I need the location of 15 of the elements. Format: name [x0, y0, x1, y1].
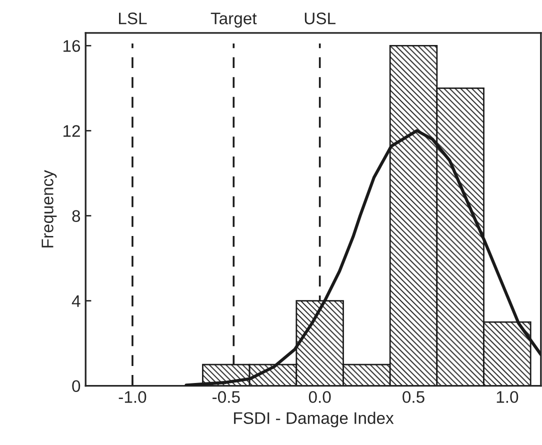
y-tick-label: 8 — [72, 210, 80, 222]
x-tick-label: 0.0 — [308, 391, 331, 403]
x-tick-label: 1.0 — [496, 391, 518, 403]
y-tick-label: 0 — [72, 380, 80, 392]
y-tick-label: 4 — [72, 295, 80, 307]
ref-line-label: USL — [304, 12, 336, 24]
y-tick-label: 12 — [64, 125, 80, 137]
ref-line-label: Target — [210, 12, 257, 28]
x-tick-label: -0.5 — [212, 391, 240, 403]
y-axis-title: Frequency — [42, 170, 57, 248]
x-tick-label: -1.0 — [118, 391, 146, 403]
y-tick-label: 16 — [64, 40, 80, 52]
x-axis-title: FSDI - Damage Index — [234, 412, 394, 428]
ref-line-label: LSL — [119, 12, 147, 24]
x-tick-label: 0.5 — [402, 391, 424, 403]
